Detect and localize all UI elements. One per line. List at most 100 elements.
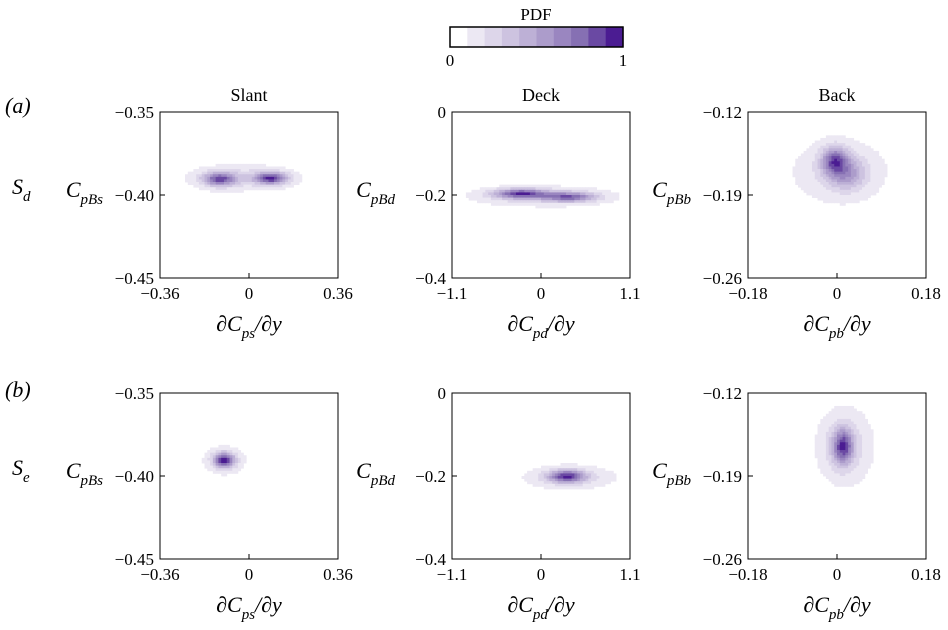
density-cell <box>221 450 225 454</box>
density-cell <box>859 413 863 417</box>
density-cell <box>212 166 217 170</box>
density-cell <box>848 158 852 162</box>
density-cell <box>842 437 846 441</box>
density-cell <box>235 468 239 472</box>
density-cell <box>198 184 203 188</box>
density-cell <box>279 174 283 178</box>
density-cell <box>842 429 846 433</box>
density-cell <box>221 184 225 188</box>
density-cell <box>554 189 559 193</box>
density-cell <box>507 197 511 201</box>
density-cell <box>859 416 863 420</box>
density-cell <box>853 156 857 160</box>
density-cell <box>265 182 269 186</box>
density-cell <box>831 416 835 420</box>
density-cell <box>240 166 244 170</box>
density-cell <box>237 174 242 178</box>
density-cell <box>862 156 866 160</box>
density-cell <box>221 179 225 183</box>
density-cell <box>574 481 578 485</box>
density-cell <box>848 434 852 438</box>
density-cell <box>839 437 843 441</box>
density-cell <box>856 174 860 178</box>
density-cell <box>282 166 286 170</box>
density-cell <box>237 166 242 170</box>
density-cell <box>226 447 230 451</box>
density-cell <box>207 176 211 180</box>
density-cell <box>290 171 294 175</box>
density-cell <box>268 179 272 183</box>
density-cell <box>845 426 849 430</box>
density-cell <box>842 135 846 139</box>
density-cell <box>557 468 561 472</box>
density-cell <box>823 192 827 196</box>
density-cell <box>856 439 860 443</box>
density-cell <box>543 486 547 490</box>
density-cell <box>859 468 863 472</box>
density-cell <box>845 444 849 448</box>
density-cell <box>834 192 838 196</box>
density-cell <box>839 418 843 422</box>
density-cell <box>271 176 275 180</box>
density-cell <box>859 148 863 152</box>
density-cell <box>552 192 556 196</box>
density-cell <box>825 148 830 152</box>
density-cell <box>268 166 272 170</box>
density-cell <box>828 450 832 454</box>
density-cell <box>568 481 572 485</box>
density-cell <box>859 192 863 196</box>
density-cell <box>853 481 857 485</box>
density-cell <box>496 187 500 191</box>
density-cell <box>862 418 866 422</box>
density-cell <box>591 197 595 201</box>
density-cell <box>574 483 578 487</box>
density-cell <box>845 161 849 165</box>
density-cell <box>535 476 539 479</box>
density-cell <box>828 463 832 467</box>
density-cell <box>198 169 203 173</box>
density-cell <box>811 176 816 180</box>
density-cell <box>240 184 244 188</box>
density-cell <box>532 483 536 487</box>
y-axis-label: CpBb <box>652 458 691 489</box>
density-cell <box>218 169 222 173</box>
density-cell <box>293 176 297 180</box>
density-cell <box>823 200 827 204</box>
density-cell <box>795 176 799 180</box>
density-cell <box>502 200 506 204</box>
density-cell <box>878 176 882 180</box>
density-cell <box>842 444 846 448</box>
density-cell <box>839 163 843 167</box>
density-cell <box>831 148 835 152</box>
density-cell <box>221 470 225 474</box>
density-cell <box>798 166 802 170</box>
density-cell <box>856 153 860 157</box>
density-cell <box>834 179 838 183</box>
density-cell <box>848 465 852 469</box>
density-cell <box>837 150 841 154</box>
density-cell <box>828 174 832 178</box>
density-cell <box>479 187 483 191</box>
density-cell <box>811 150 816 154</box>
density-cell <box>549 189 553 193</box>
density-cell <box>566 486 570 490</box>
density-cell <box>839 444 843 448</box>
density-cell <box>828 421 832 425</box>
density-cell <box>229 452 233 456</box>
density-cell <box>502 192 506 196</box>
density-cell <box>566 463 570 467</box>
density-cell <box>274 182 278 186</box>
density-cell <box>853 429 857 433</box>
density-cell <box>549 205 553 209</box>
density-cell <box>856 460 860 464</box>
density-cell <box>579 187 584 191</box>
density-cell <box>859 426 863 430</box>
density-cell <box>207 171 211 175</box>
density-cell <box>535 200 539 204</box>
density-cell <box>837 411 841 415</box>
density-cell <box>582 468 586 472</box>
density-cell <box>842 150 846 154</box>
density-cell <box>864 465 868 469</box>
